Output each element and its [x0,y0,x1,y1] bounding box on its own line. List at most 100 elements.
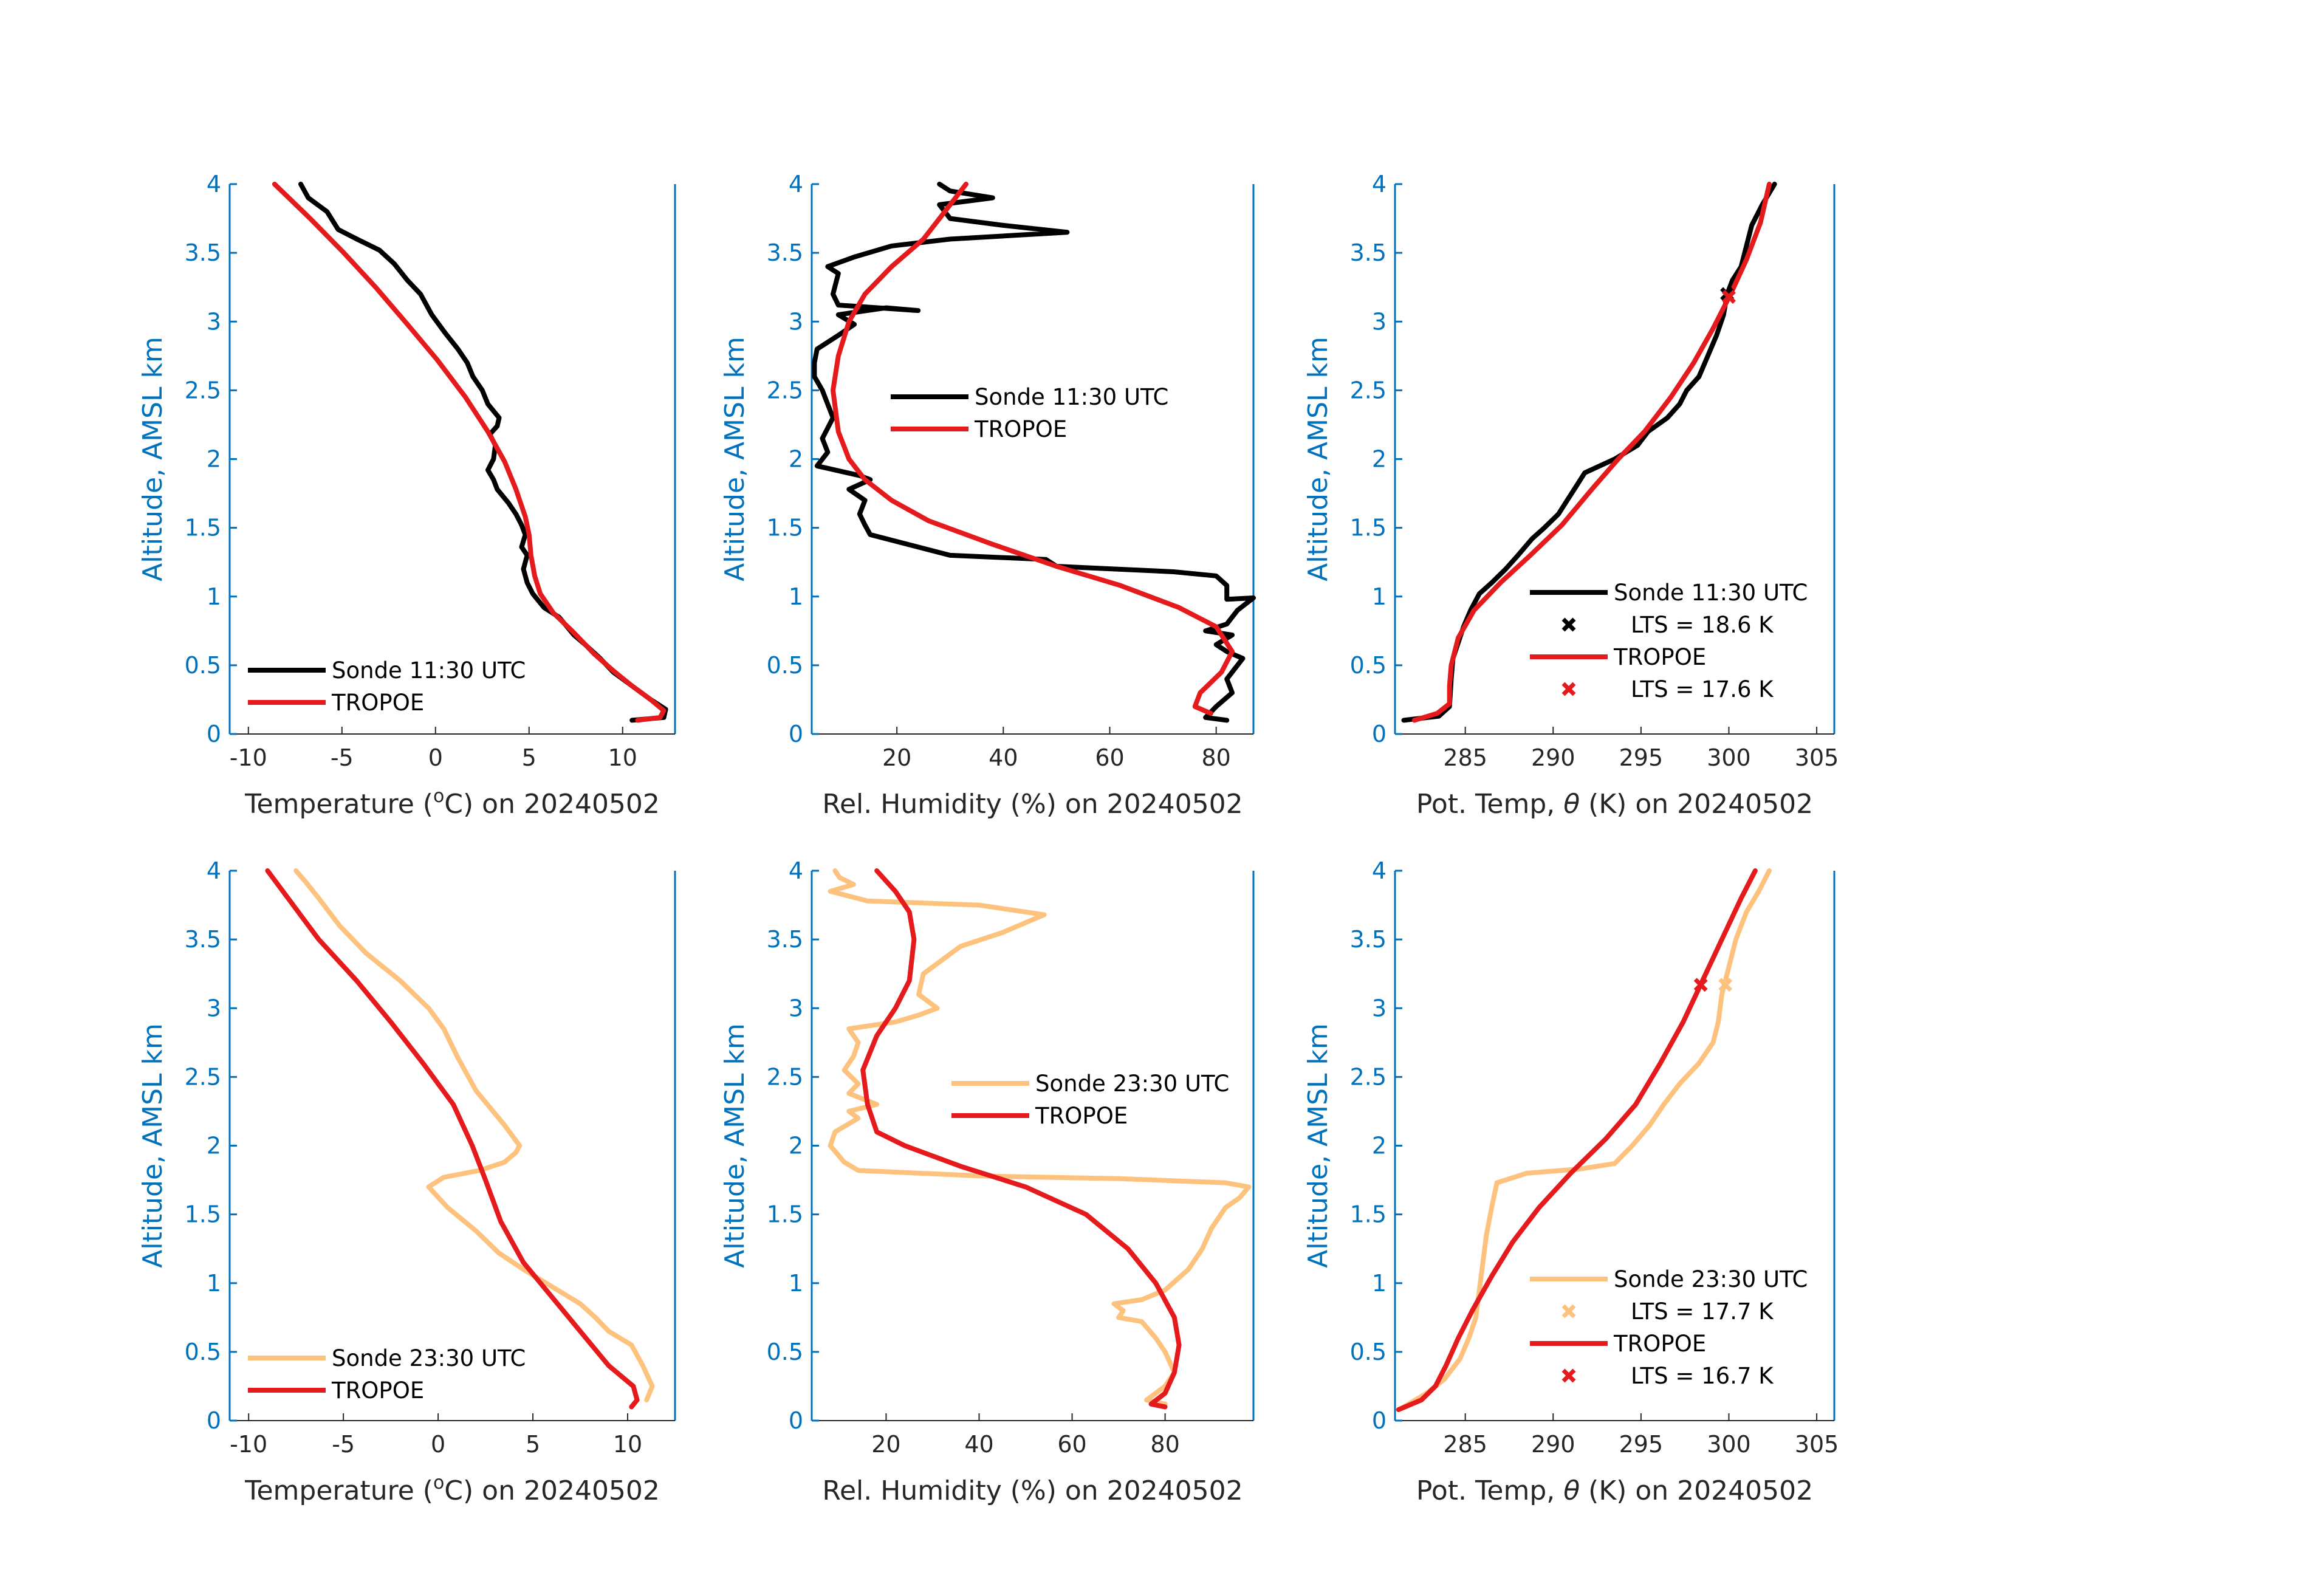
x-axis-label-part: Pot. Temp, [1416,789,1563,820]
y-tick-label: 1 [1372,583,1387,610]
y-tick-label: 4 [1372,857,1387,884]
x-tick-label: -10 [230,744,267,771]
y-tick-label: 2.5 [1350,377,1387,403]
legend-entry: TROPOE [331,1377,424,1404]
series-line-sonde-11-30-utc [812,182,1256,723]
legend-entry: LTS = 18.6 K [1631,612,1774,638]
legend-entry: Sonde 11:30 UTC [1614,580,1808,606]
y-tick-label: 2 [789,1133,803,1159]
x-axis-label-part: (K) on 20240502 [1580,789,1813,820]
y-tick-label: 1.5 [1350,1201,1387,1228]
lts-marker-stroke [1693,978,1708,992]
y-tick-label: 1.5 [185,515,221,541]
y-tick-label: 0 [789,1407,803,1434]
y-tick-label: 4 [207,171,221,197]
y-tick-label: 0 [207,721,221,747]
y-tick-label: 0 [207,1407,221,1434]
legend-entry: Sonde 23:30 UTC [332,1345,526,1371]
x-tick-label: -10 [230,1431,267,1458]
x-axis-label-part: Pot. Temp, [1416,1475,1563,1506]
legend-entry: Sonde 23:30 UTC [1035,1071,1229,1097]
y-axis-label: Altitude, AMSL km [137,1023,168,1268]
y-axis-label: Altitude, AMSL km [1303,1023,1334,1268]
y-tick-label: 2 [1372,446,1387,473]
y-tick-label: 1.5 [767,1201,803,1228]
y-tick-label: 2.5 [767,377,803,403]
x-tick-label: 290 [1531,744,1575,771]
y-tick-label: 2.5 [185,377,221,403]
x-tick-label: -5 [332,1431,355,1458]
legend: Sonde 11:30 UTC TROPOE [891,384,1168,442]
x-axis-label-part: (K) on 20240502 [1580,1475,1813,1506]
y-tick-label: 1.5 [185,1201,221,1228]
y-tick-label: 2.5 [1350,1063,1387,1090]
x-tick-label: 300 [1707,744,1751,771]
y-tick-label: 2.5 [185,1063,221,1090]
y-tick-label: 1 [789,1270,803,1297]
y-tick-label: 3 [789,308,803,335]
y-tick-label: 3.5 [767,239,803,266]
y-tick-label: 0.5 [185,1339,221,1365]
legend-entry: TROPOE [1035,1103,1128,1129]
x-axis-label: Pot. Temp, θ (K) on 20240502 [1416,789,1813,820]
y-tick-label: 0.5 [767,1339,803,1365]
x-tick-label: 295 [1619,744,1664,771]
x-axis-label: Temperature (oC) on 20240502 [244,786,660,820]
x-tick-label: 295 [1619,1431,1664,1458]
legend: Sonde 23:30 UTC LTS = 17.7 K TROPOE LTS = 1… [1530,1266,1808,1389]
x-tick-label: 10 [613,1431,642,1458]
legend-entry: TROPOE [331,690,424,716]
y-tick-label: 0 [1372,721,1387,747]
x-tick-label: 80 [1150,1431,1179,1458]
panel-rh_2330: 0 0.5 1 1.5 2 2.5 3 3.5 4 20 40 60 80 Altitude, AMSL … [719,857,1255,1506]
legend-entry: Sonde 11:30 UTC [975,384,1168,410]
y-tick-label: 3 [207,995,221,1021]
x-tick-label: 20 [871,1431,900,1458]
y-tick-label: 1 [1372,1270,1387,1297]
series-line-tropoe [265,868,640,1410]
lts-marker-stroke [1722,290,1736,304]
y-tick-label: 4 [789,171,803,197]
x-tick-label: 40 [964,1431,993,1458]
x-tick-label: 285 [1443,744,1487,771]
x-tick-label: -5 [331,744,354,771]
panel-rh_1130: 0 0.5 1 1.5 2 2.5 3 3.5 4 20 40 60 80 Altitude, AMSL … [719,171,1256,820]
x-axis-label-sup: o [433,786,444,807]
y-tick-label: 3 [1372,308,1387,335]
panel-theta_2330: 0 0.5 1 1.5 2 2.5 3 3.5 4 285 290 295 300 305 Altitude… [1303,857,1839,1506]
series-line-sonde-23-30-utc [1401,868,1772,1410]
series-line-tropoe [831,182,1235,716]
x-tick-label: 60 [1057,1431,1086,1458]
lts-marker [1718,978,1733,992]
x-tick-label: 285 [1443,1431,1487,1458]
x-axis-label-theta: θ [1563,1475,1580,1506]
x-tick-label: 0 [428,744,443,771]
y-tick-label: 0.5 [1350,652,1387,679]
y-tick-label: 3.5 [767,926,803,953]
legend-marker-sample [1561,1368,1576,1383]
legend-entry: Sonde 11:30 UTC [332,657,526,684]
series-line-tropoe [860,868,1182,1410]
legend-entry: LTS = 17.7 K [1631,1298,1774,1325]
panel-theta_1130: 0 0.5 1 1.5 2 2.5 3 3.5 4 285 290 295 300 305 Altitude… [1303,171,1839,820]
x-tick-label: 80 [1202,744,1231,771]
legend-entry: TROPOE [1613,644,1706,670]
y-tick-label: 4 [207,857,221,884]
y-tick-label: 0 [1372,1407,1387,1434]
legend-entry: Sonde 23:30 UTC [1614,1266,1808,1292]
x-axis-label-part: Temperature ( [244,1475,433,1506]
panel-temp_1130: 0 0.5 1 1.5 2 2.5 3 3.5 4 -10 -5 0 5 10 Altitude, AMSL… [137,171,676,820]
y-axis-label: Altitude, AMSL km [1303,337,1334,581]
y-tick-label: 4 [789,857,803,884]
series-line-sonde-23-30-utc [293,868,655,1403]
y-tick-label: 1 [207,1270,221,1297]
y-tick-label: 3.5 [185,239,221,266]
y-axis-label: Altitude, AMSL km [719,337,750,581]
lts-marker [1693,978,1708,992]
y-axis-label: Altitude, AMSL km [719,1023,750,1268]
x-tick-label: 305 [1795,1431,1839,1458]
series-line-sonde-23-30-utc [828,868,1252,1407]
x-tick-label: 0 [431,1431,445,1458]
x-axis-label-part: C) on 20240502 [444,1475,660,1506]
legend-entry: LTS = 16.7 K [1631,1363,1774,1389]
